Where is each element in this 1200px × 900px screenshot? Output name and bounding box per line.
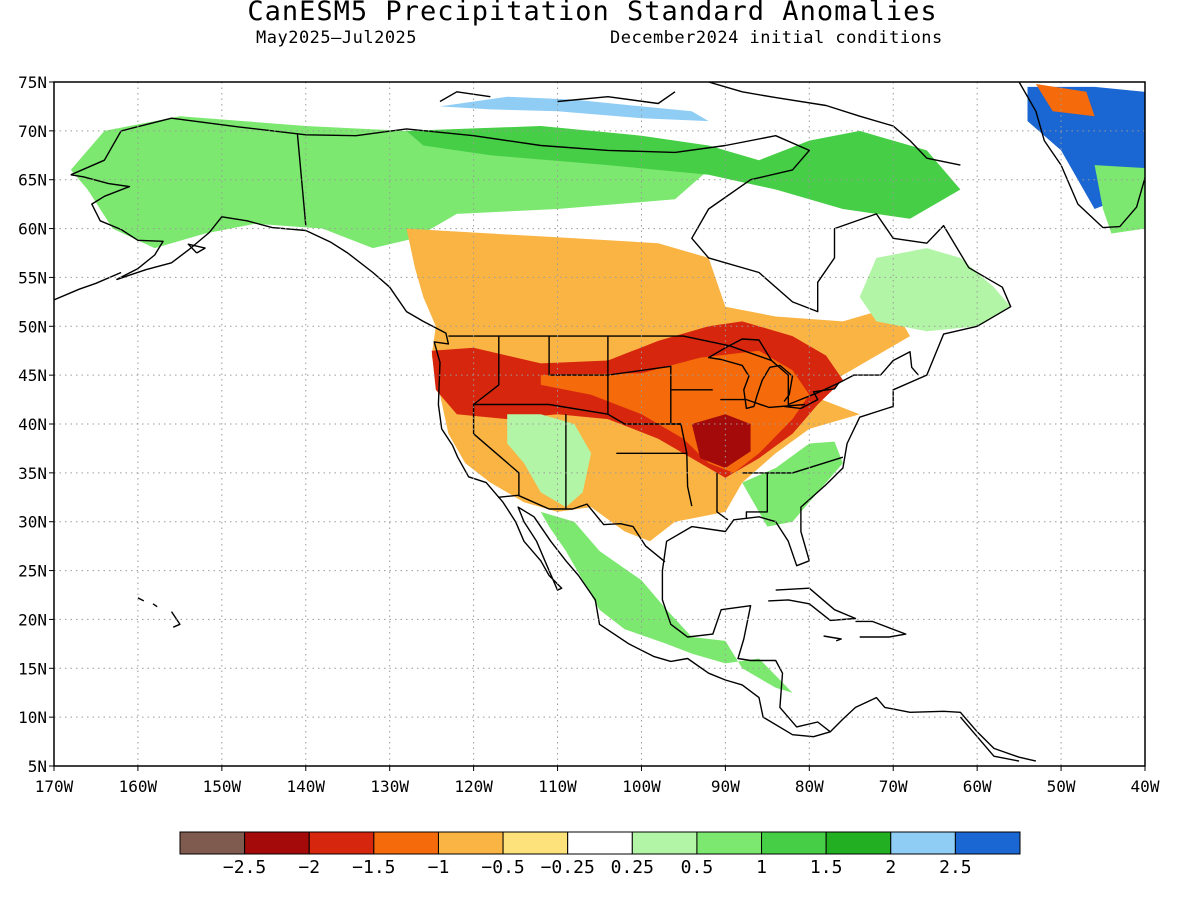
colorbar-swatch bbox=[890, 831, 956, 855]
coastline-29 bbox=[54, 271, 122, 301]
colorbar-label: 0.25 bbox=[611, 857, 654, 878]
colorbar-label: −0.25 bbox=[541, 857, 595, 878]
anomaly-region-1 bbox=[406, 126, 961, 219]
lon-tick-label: 70W bbox=[879, 777, 908, 796]
lat-tick-label: 65N bbox=[18, 171, 47, 190]
coastline-20 bbox=[557, 91, 676, 105]
coastline-17 bbox=[707, 338, 794, 410]
coastline-13 bbox=[720, 398, 806, 409]
coastline-2 bbox=[70, 174, 831, 738]
anomaly-region-13 bbox=[1094, 165, 1145, 234]
lat-tick-label: 20N bbox=[18, 610, 47, 629]
coastline-1 bbox=[959, 716, 1020, 762]
coastline-28 bbox=[152, 603, 158, 608]
colorbar-swatch bbox=[567, 831, 633, 855]
lat-tick-label: 35N bbox=[18, 464, 47, 483]
lat-tick-label: 5N bbox=[28, 757, 47, 776]
coastline-18 bbox=[784, 382, 840, 410]
colorbar-swatch bbox=[631, 831, 698, 855]
coastline-21 bbox=[439, 91, 491, 103]
lat-tick-label: 60N bbox=[18, 220, 47, 239]
colorbar-label: −0.5 bbox=[481, 857, 524, 878]
coastline-15 bbox=[745, 472, 768, 519]
colorbar-swatch bbox=[502, 831, 569, 855]
lon-tick-label: 60W bbox=[963, 777, 992, 796]
coastline-27 bbox=[137, 597, 145, 602]
coastline-24 bbox=[855, 620, 907, 638]
lat-tick-label: 70N bbox=[18, 122, 47, 141]
lon-tick-label: 40W bbox=[1131, 777, 1160, 796]
coastline-25 bbox=[823, 635, 842, 642]
colorbar-label: 2 bbox=[885, 857, 896, 878]
coastline-26 bbox=[170, 611, 181, 628]
lat-tick-label: 15N bbox=[18, 659, 47, 678]
colorbar-swatch bbox=[825, 831, 892, 855]
colorbar-swatch bbox=[696, 831, 763, 855]
period-label: May2025—Jul2025 bbox=[256, 28, 418, 48]
lon-tick-label: 170W bbox=[35, 777, 74, 796]
coastline-22 bbox=[1018, 82, 1145, 229]
colorbar-label: −1 bbox=[428, 857, 450, 878]
colorbar-swatch bbox=[954, 831, 1021, 855]
lon-tick-label: 100W bbox=[622, 777, 661, 796]
coastline-23 bbox=[768, 587, 857, 622]
latitude-axis: 75N 70N 65N 60N 55N 50N 45N 40N 35N 30N 25N 20N 15N 1… bbox=[18, 73, 54, 776]
lon-tick-label: 160W bbox=[119, 777, 158, 796]
colorbar-label: 1 bbox=[756, 857, 767, 878]
anomaly-region-9 bbox=[540, 511, 793, 693]
lat-tick-label: 30N bbox=[18, 513, 47, 532]
lat-tick-label: 10N bbox=[18, 708, 47, 727]
coastline-0 bbox=[70, 117, 1037, 762]
colorbar-label: 2.5 bbox=[939, 857, 972, 878]
lat-tick-label: 40N bbox=[18, 415, 47, 434]
lon-tick-label: 50W bbox=[1047, 777, 1076, 796]
anomaly-region-12 bbox=[1035, 84, 1095, 117]
colorbar-label: 0.5 bbox=[681, 857, 714, 878]
coastline-8 bbox=[548, 336, 609, 415]
lon-tick-label: 130W bbox=[370, 777, 409, 796]
lat-tick-label: 55N bbox=[18, 268, 47, 287]
colorbar: −2.5 −2 −1.5 −1 −0.5 −0.25 0.25 0.5 1 1.5 2 2.5 bbox=[179, 831, 1021, 878]
coastline-layer bbox=[54, 82, 1145, 762]
anomaly-region-6 bbox=[691, 414, 751, 468]
coastline-5 bbox=[497, 494, 666, 563]
coastline-16 bbox=[716, 472, 729, 521]
colorbar-label: −2 bbox=[298, 857, 320, 878]
longitude-axis: 170W 160W 150W 140W 130W 120W 110W 100W 90W 80W 70… bbox=[35, 766, 1160, 796]
anomaly-region-10 bbox=[859, 248, 1011, 332]
lat-tick-label: 45N bbox=[18, 366, 47, 385]
lon-tick-label: 110W bbox=[538, 777, 577, 796]
colorbar-swatch bbox=[373, 831, 439, 855]
lat-tick-label: 50N bbox=[18, 317, 47, 336]
init-conditions-label: December2024 initial conditions bbox=[610, 28, 943, 48]
colorbar-swatch bbox=[308, 831, 375, 855]
coastline-4 bbox=[448, 335, 919, 406]
colorbar-swatch bbox=[244, 831, 310, 855]
lon-tick-label: 80W bbox=[795, 777, 824, 796]
colorbar-label: −1.5 bbox=[352, 857, 395, 878]
coastline-19 bbox=[708, 82, 961, 166]
map-title: CanESM5 Precipitation Standard Anomalies bbox=[247, 0, 938, 27]
lon-tick-label: 140W bbox=[287, 777, 326, 796]
colorbar-swatch bbox=[179, 831, 246, 855]
coastline-7 bbox=[472, 336, 520, 496]
anomaly-region-7 bbox=[507, 414, 592, 508]
colorbar-swatch bbox=[437, 831, 504, 855]
colorbar-swatch bbox=[761, 831, 827, 855]
coastline-30 bbox=[187, 243, 206, 254]
colorbar-label: 1.5 bbox=[810, 857, 843, 878]
colorbar-label: −2.5 bbox=[223, 857, 266, 878]
lat-tick-label: 75N bbox=[18, 73, 47, 92]
lon-tick-label: 150W bbox=[203, 777, 242, 796]
lon-tick-label: 90W bbox=[711, 777, 740, 796]
lat-tick-label: 25N bbox=[18, 562, 47, 581]
lon-tick-label: 120W bbox=[454, 777, 493, 796]
